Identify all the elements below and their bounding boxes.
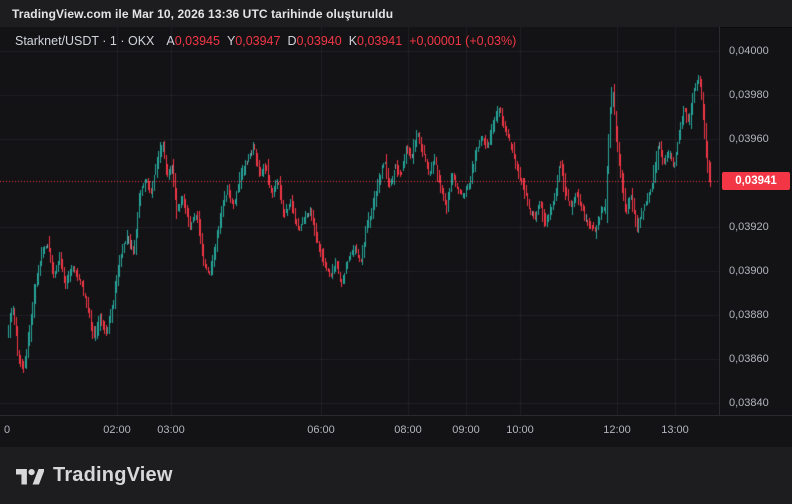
price-tick: 0,03900: [729, 264, 769, 277]
time-axis[interactable]: 0 02:00 03:00 06:00 08:00 09:00 10:00 12:00 13:0…: [0, 415, 792, 448]
time-tick: 06:00: [307, 424, 335, 436]
time-tick: 12:00: [603, 424, 631, 436]
time-tick: 13:00: [661, 424, 689, 436]
price-axis[interactable]: 0,03941 0,04000 0,03980 0,03960 0,03920 0,03…: [719, 27, 792, 415]
close-value: K0,03941: [348, 34, 403, 48]
tradingview-wordmark: TradingView: [53, 464, 173, 486]
high-value: Y0,03947: [226, 34, 281, 48]
tradingview-logo[interactable]: TradingView: [16, 464, 173, 487]
low-value: D0,03940: [287, 34, 342, 48]
price-tick: 0,04000: [729, 44, 769, 57]
tradingview-icon: [16, 468, 44, 485]
time-tick: 0: [3, 424, 11, 436]
time-tick: 09:00: [452, 424, 480, 436]
attribution-bar: TradingView.com ile Mar 10, 2026 13:36 U…: [0, 0, 792, 28]
legend: Starknet/USDT · 1 · OKX A0,03945 Y0,0394…: [15, 34, 516, 48]
open-value: A0,03945: [166, 34, 220, 48]
price-tick: 0,03860: [729, 352, 769, 365]
price-tick: 0,03980: [729, 88, 769, 101]
price-tick: 0,03920: [729, 220, 769, 233]
price-tick: 0,03840: [729, 396, 769, 409]
last-price-badge: 0,03941: [722, 171, 790, 190]
chart-container: Starknet/USDT · 1 · OKX A0,03945 Y0,0394…: [0, 27, 792, 447]
time-tick: 02:00: [103, 424, 131, 436]
time-tick: 03:00: [157, 424, 185, 436]
candlestick-chart[interactable]: [0, 27, 719, 415]
symbol-title: Starknet/USDT · 1 · OKX: [15, 34, 155, 48]
price-tick: 0,03880: [729, 308, 769, 321]
footer: TradingView: [0, 447, 792, 504]
time-tick: 10:00: [506, 424, 534, 436]
attribution-text: TradingView.com ile Mar 10, 2026 13:36 U…: [12, 6, 394, 21]
change-value: +0,00001 (+0,03%): [409, 34, 517, 48]
price-tick: 0,03960: [729, 132, 769, 145]
time-tick: 08:00: [394, 424, 422, 436]
